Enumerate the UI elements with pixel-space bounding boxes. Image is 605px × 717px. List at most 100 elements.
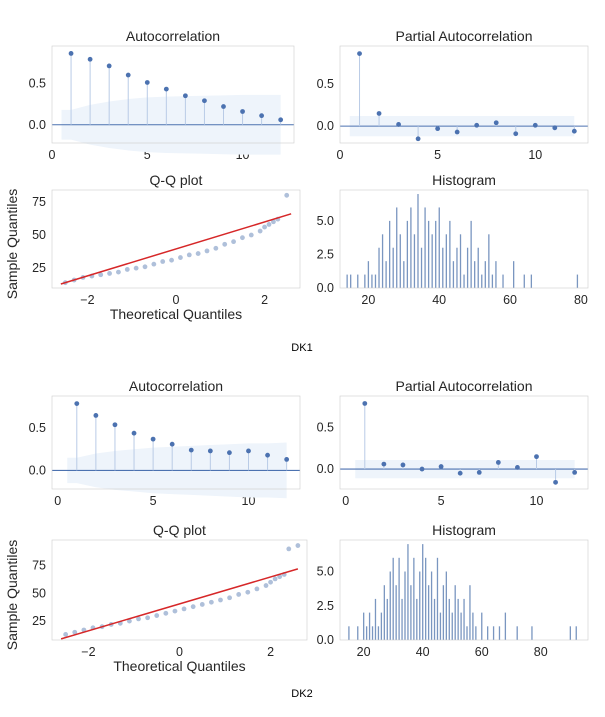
y-tick-label: 2.5 [317,247,334,261]
histogram-bar [399,234,401,288]
y-tick-label: 0.5 [29,76,46,90]
qq-point [213,245,219,251]
y-tick-label: 0.5 [29,421,46,435]
histogram-bar [374,274,377,288]
axes-frame [51,539,308,641]
lag-point [493,120,499,126]
histogram-bar [407,544,409,640]
lag-point [553,479,558,485]
qq-point [271,219,276,225]
histogram-bar [417,194,419,288]
lag-point [150,436,156,442]
histogram-bar [460,612,462,640]
lag-point [259,113,265,119]
histogram-bar [403,261,405,288]
lag-point [284,457,290,462]
lag-point [438,464,444,469]
histogram-bar [380,612,383,640]
lag-point [74,401,80,407]
y-tick-label: 5.0 [317,214,334,228]
histogram-bar [404,571,406,640]
histogram-bar [475,626,477,640]
histogram-bar [367,261,370,288]
qq-point [199,602,205,607]
chart-panel-4: Histogram 20 40 60 80 0.0 2.5 5.0 [317,172,589,307]
lag-point [476,469,482,475]
histogram-bar [395,585,397,640]
histogram-bar [463,274,465,288]
y-tick-label: 25 [32,261,46,275]
x-tick-label: 2 [267,645,274,659]
lag-point [515,465,520,470]
lag-point [182,93,188,99]
x-tick-label: 80 [574,293,588,307]
x-tick-label: 40 [416,645,430,659]
qq-point [262,224,267,230]
x-tick-label: 60 [475,645,489,659]
histogram-bar [442,585,445,640]
histogram-bar [398,557,400,640]
histogram-bar [406,220,409,288]
lag-point [454,129,460,135]
chart-panel-7: Q-Q plot −2 0 2 25 50 75 Theoretical Quantiles S… [4,522,308,674]
histogram-bar [495,261,497,288]
qq-reference-line [60,213,292,285]
histogram-bar [348,626,350,640]
histogram-bar [481,612,483,640]
histogram-bar [381,234,384,288]
y-tick-label: 75 [32,195,46,209]
histogram-bar [427,220,430,288]
lag-point [265,452,270,458]
x-tick-label: 5 [434,148,441,162]
histogram-bar [357,626,359,640]
lag-point [125,72,131,78]
histogram-bar [466,247,469,288]
chart-title: Autocorrelation [126,28,220,44]
histogram-bar [504,612,507,640]
histogram-bar [454,585,456,640]
x-tick-label: 40 [432,293,446,307]
lag-point [362,401,368,406]
axes-frame [339,395,589,490]
histogram-bar [445,571,447,640]
lag-point [457,470,463,476]
qq-point [186,252,192,258]
qq-point [154,613,160,618]
chart-panel-6: Partial Autocorrelation 0 5 10 0.0 0.5 [317,378,589,508]
histogram-bar [410,207,412,288]
chart-title: Partial Autocorrelation [396,28,533,44]
qq-point [286,546,292,552]
lag-point [188,447,194,453]
histogram-bar [396,207,398,288]
chart-panel-3: Q-Q plot −2 0 2 25 50 75 Theoretical Quantiles S… [4,172,301,322]
qq-point [136,616,141,622]
lag-point [106,63,112,69]
histogram-bar [459,234,462,288]
lag-point [68,51,74,56]
axes-frame [339,45,589,144]
qq-reference-line [60,568,299,640]
axes-frame [339,539,589,641]
qq-point [163,610,169,616]
qq-point [263,583,269,588]
qq-point [124,267,130,272]
y-axis-label: Sample Quantiles [4,189,20,300]
x-tick-label: 5 [144,148,151,162]
histogram-bar [385,261,387,288]
lag-point [572,469,578,475]
qq-point [284,192,290,198]
histogram-bar [350,274,352,288]
qq-point [142,264,148,270]
lag-point [112,422,118,428]
lag-point [400,462,406,468]
histogram-bar [431,234,433,288]
qq-point [218,597,223,603]
histogram-bar [392,247,394,288]
y-tick-label: 0.0 [317,462,334,476]
histogram-bar [438,207,440,288]
chart-title: Q-Q plot [153,522,206,538]
histogram-bar [477,247,479,288]
histogram-bar [427,585,430,640]
lag-point [144,80,150,85]
